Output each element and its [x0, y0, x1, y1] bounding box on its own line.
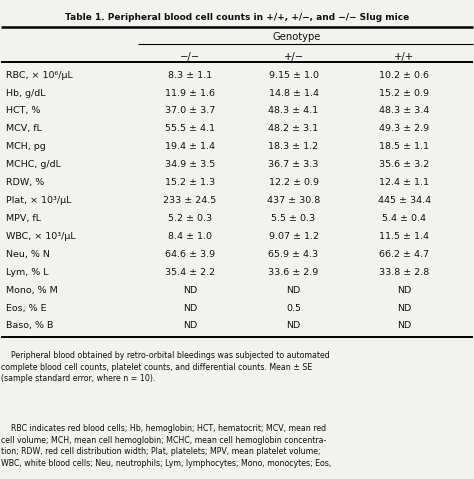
Text: 15.2 ± 0.9: 15.2 ± 0.9	[379, 89, 429, 98]
Text: 35.6 ± 3.2: 35.6 ± 3.2	[379, 160, 429, 169]
Text: 48.2 ± 3.1: 48.2 ± 3.1	[268, 125, 319, 134]
Text: 10.2 ± 0.6: 10.2 ± 0.6	[379, 71, 429, 80]
Text: Hb, g/dL: Hb, g/dL	[6, 89, 46, 98]
Text: RBC indicates red blood cells; Hb, hemoglobin; HCT, hematocrit; MCV, mean red
ce: RBC indicates red blood cells; Hb, hemog…	[1, 424, 332, 468]
Text: 5.5 ± 0.3: 5.5 ± 0.3	[272, 214, 316, 223]
Text: 445 ± 34.4: 445 ± 34.4	[378, 196, 431, 205]
Text: Genotype: Genotype	[273, 32, 321, 42]
Text: 65.9 ± 4.3: 65.9 ± 4.3	[268, 250, 319, 259]
Text: 37.0 ± 3.7: 37.0 ± 3.7	[165, 106, 215, 115]
Text: MCHC, g/dL: MCHC, g/dL	[6, 160, 61, 169]
Text: 35.4 ± 2.2: 35.4 ± 2.2	[165, 268, 215, 277]
Text: ND: ND	[183, 285, 197, 295]
Text: ND: ND	[286, 321, 301, 331]
Text: 8.4 ± 1.0: 8.4 ± 1.0	[168, 232, 212, 241]
Text: 19.4 ± 1.4: 19.4 ± 1.4	[165, 142, 215, 151]
Text: 15.2 ± 1.3: 15.2 ± 1.3	[165, 178, 215, 187]
Text: 48.3 ± 4.1: 48.3 ± 4.1	[268, 106, 319, 115]
Text: 64.6 ± 3.9: 64.6 ± 3.9	[165, 250, 215, 259]
Text: HCT, %: HCT, %	[6, 106, 40, 115]
Text: ND: ND	[183, 304, 197, 312]
Text: 14.8 ± 1.4: 14.8 ± 1.4	[269, 89, 319, 98]
Text: Plat, × 10³/μL: Plat, × 10³/μL	[6, 196, 72, 205]
Text: 34.9 ± 3.5: 34.9 ± 3.5	[165, 160, 215, 169]
Text: 48.3 ± 3.4: 48.3 ± 3.4	[379, 106, 429, 115]
Text: 5.4 ± 0.4: 5.4 ± 0.4	[383, 214, 426, 223]
Text: Eos, % E: Eos, % E	[6, 304, 46, 312]
Text: RBC, × 10⁶/μL: RBC, × 10⁶/μL	[6, 71, 73, 80]
Text: MCV, fL: MCV, fL	[6, 125, 42, 134]
Text: Baso, % B: Baso, % B	[6, 321, 54, 331]
Text: 9.15 ± 1.0: 9.15 ± 1.0	[269, 71, 319, 80]
Text: 11.5 ± 1.4: 11.5 ± 1.4	[379, 232, 429, 241]
Text: 11.9 ± 1.6: 11.9 ± 1.6	[165, 89, 215, 98]
Text: ND: ND	[397, 304, 411, 312]
Text: ND: ND	[183, 321, 197, 331]
Text: 36.7 ± 3.3: 36.7 ± 3.3	[268, 160, 319, 169]
Text: RDW, %: RDW, %	[6, 178, 45, 187]
Text: 0.5: 0.5	[286, 304, 301, 312]
Text: 5.2 ± 0.3: 5.2 ± 0.3	[168, 214, 212, 223]
Text: ND: ND	[397, 285, 411, 295]
Text: Peripheral blood obtained by retro-orbital bleedings was subjected to automated
: Peripheral blood obtained by retro-orbit…	[1, 352, 330, 383]
Text: MCH, pg: MCH, pg	[6, 142, 46, 151]
Text: 12.2 ± 0.9: 12.2 ± 0.9	[269, 178, 319, 187]
Text: 18.5 ± 1.1: 18.5 ± 1.1	[379, 142, 429, 151]
Text: Table 1. Peripheral blood cell counts in +/+, +/−, and −/− Slug mice: Table 1. Peripheral blood cell counts in…	[65, 13, 409, 22]
Text: Neu, % N: Neu, % N	[6, 250, 50, 259]
Text: 49.3 ± 2.9: 49.3 ± 2.9	[379, 125, 429, 134]
Text: 66.2 ± 4.7: 66.2 ± 4.7	[379, 250, 429, 259]
Text: 8.3 ± 1.1: 8.3 ± 1.1	[168, 71, 212, 80]
Text: +/−: +/−	[283, 52, 304, 62]
Text: 33.6 ± 2.9: 33.6 ± 2.9	[268, 268, 319, 277]
Text: 18.3 ± 1.2: 18.3 ± 1.2	[268, 142, 319, 151]
Text: −/−: −/−	[180, 52, 200, 62]
Text: 437 ± 30.8: 437 ± 30.8	[267, 196, 320, 205]
Text: +/+: +/+	[394, 52, 414, 62]
Text: 233 ± 24.5: 233 ± 24.5	[163, 196, 217, 205]
Text: 33.8 ± 2.8: 33.8 ± 2.8	[379, 268, 429, 277]
Text: ND: ND	[397, 321, 411, 331]
Text: Mono, % M: Mono, % M	[6, 285, 58, 295]
Text: MPV, fL: MPV, fL	[6, 214, 41, 223]
Text: 12.4 ± 1.1: 12.4 ± 1.1	[379, 178, 429, 187]
Text: Lym, % L: Lym, % L	[6, 268, 49, 277]
Text: 9.07 ± 1.2: 9.07 ± 1.2	[269, 232, 319, 241]
Text: ND: ND	[286, 285, 301, 295]
Text: 55.5 ± 4.1: 55.5 ± 4.1	[165, 125, 215, 134]
Text: WBC, × 10³/μL: WBC, × 10³/μL	[6, 232, 76, 241]
